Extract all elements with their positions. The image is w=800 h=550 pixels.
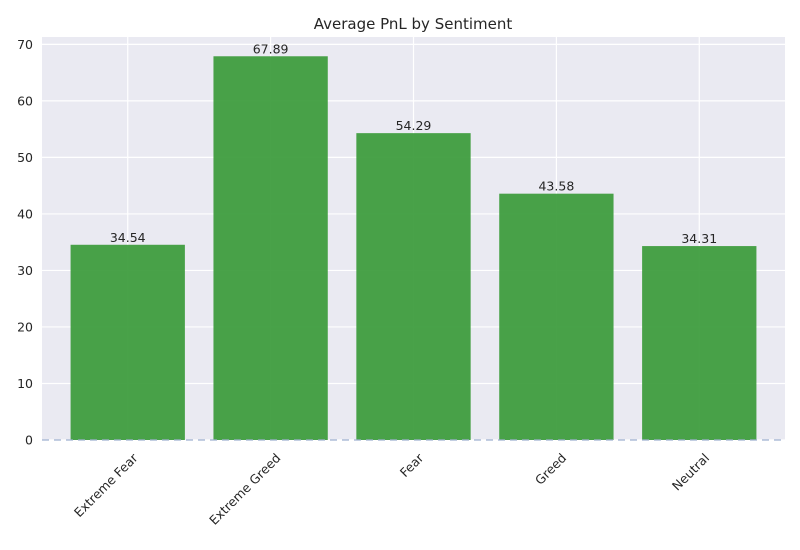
bar-extreme-greed xyxy=(213,56,328,440)
x-axis-tick-labels: Extreme Fear Extreme Greed Fear Greed Neutra… xyxy=(71,450,712,528)
y-tick-label: 20 xyxy=(17,319,33,334)
bar-value-label: 34.54 xyxy=(110,230,146,245)
y-tick-label: 30 xyxy=(17,263,33,278)
bar-value-label: 43.58 xyxy=(538,179,574,194)
bar-extreme-fear xyxy=(70,244,185,440)
x-tick-label: Fear xyxy=(397,450,427,480)
bar-value-label: 34.31 xyxy=(681,231,717,246)
x-tick-label: Extreme Fear xyxy=(71,450,141,520)
x-tick-label: Extreme Greed xyxy=(206,450,283,527)
y-tick-label: 40 xyxy=(17,206,33,221)
chart-title: Average PnL by Sentiment xyxy=(314,15,513,33)
bar-fear xyxy=(356,133,471,440)
x-tick-label: Neutral xyxy=(669,450,712,493)
y-tick-label: 70 xyxy=(17,37,33,52)
x-tick-label: Greed xyxy=(532,450,569,487)
y-tick-label: 0 xyxy=(25,433,33,448)
y-tick-label: 10 xyxy=(17,376,33,391)
bar-greed xyxy=(499,193,614,440)
y-tick-label: 60 xyxy=(17,93,33,108)
bar-value-label: 54.29 xyxy=(396,118,432,133)
bar-neutral xyxy=(642,246,757,440)
bar-value-label: 67.89 xyxy=(253,41,289,56)
y-axis-tick-labels: 0 10 20 30 40 50 60 70 xyxy=(17,37,33,448)
y-tick-label: 50 xyxy=(17,150,33,165)
bar-value-labels: 34.54 67.89 54.29 43.58 34.31 xyxy=(110,41,717,246)
bars xyxy=(70,56,757,440)
